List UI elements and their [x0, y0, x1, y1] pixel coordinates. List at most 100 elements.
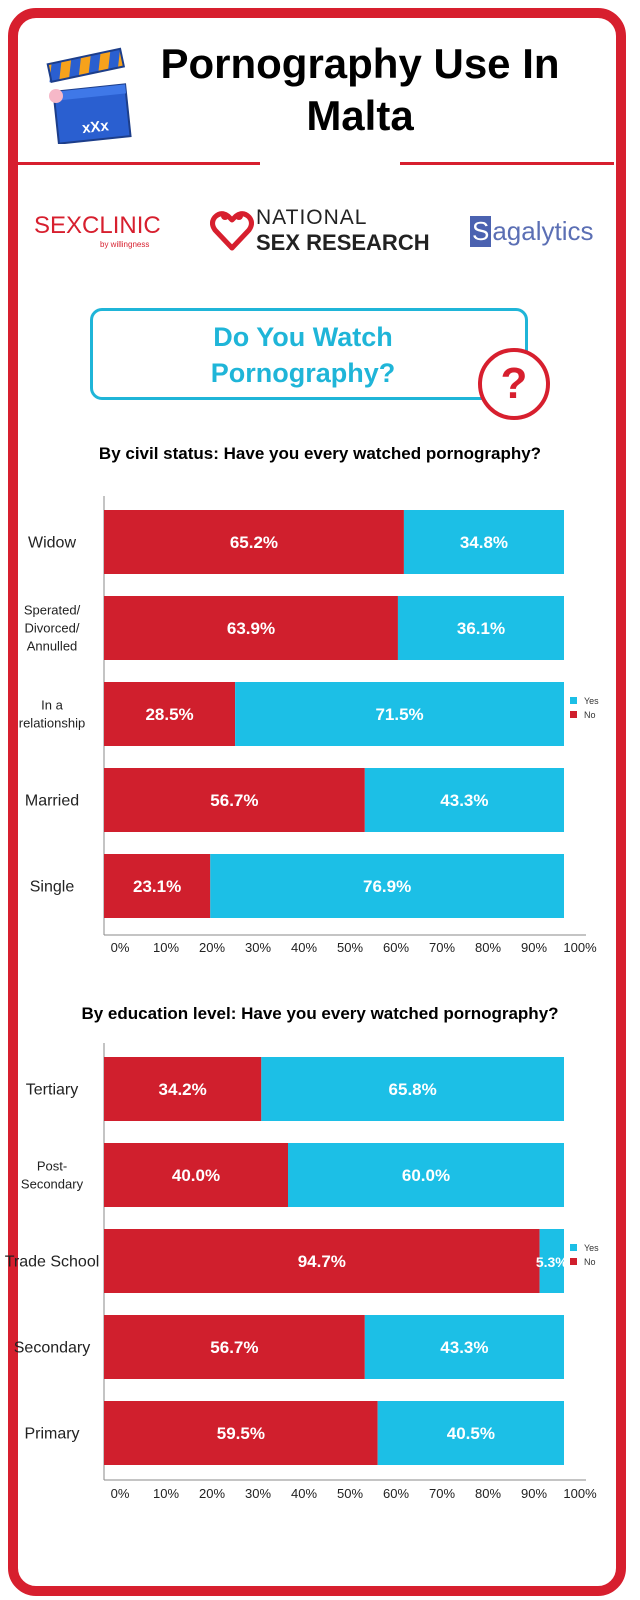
bar-no [104, 1315, 365, 1379]
legend-label-no: No [584, 710, 596, 720]
x-tick-label: 60% [383, 1486, 409, 1501]
nsr-logo-line-2: SEX RESEARCH [256, 230, 430, 255]
nsr-logo-line-1: NATIONAL [256, 206, 368, 229]
category-label: Sperated/Divorced/Annulled [24, 603, 81, 654]
bar-no [104, 596, 398, 660]
header-divider-left [18, 162, 260, 165]
legend-swatch-yes [570, 697, 577, 704]
x-tick-label: 80% [475, 1486, 501, 1501]
question-line-2: Pornography? [210, 358, 396, 388]
category-label: Married [25, 793, 79, 810]
category-label-line: In a [41, 698, 63, 713]
x-tick-label: 90% [521, 1486, 547, 1501]
legend-label-no: No [584, 1257, 596, 1267]
x-tick-label: 90% [521, 940, 547, 955]
x-tick-label: 20% [199, 1486, 225, 1501]
bar-yes [403, 510, 564, 574]
category-label: Tertiary [26, 1082, 78, 1099]
data-label-no: 34.2% [159, 1080, 207, 1099]
data-label-yes: 65.8% [389, 1080, 437, 1099]
x-tick-label: 10% [153, 1486, 179, 1501]
category-label-line: Trade School [5, 1254, 100, 1271]
data-label-no: 28.5% [145, 705, 193, 724]
x-tick-label: 40% [291, 1486, 317, 1501]
data-label-no: 94.7% [298, 1252, 346, 1271]
data-label-yes: 34.8% [460, 533, 508, 552]
category-label-line: Sperated/ [24, 603, 81, 618]
x-tick-label: 0% [111, 1486, 130, 1501]
question-mark-icon: ? [478, 348, 550, 420]
category-label-line: Secondary [14, 1340, 91, 1357]
bar-yes [397, 596, 564, 660]
bar-no [104, 682, 236, 746]
legend-swatch-no [570, 711, 577, 718]
data-label-no: 56.7% [210, 1338, 258, 1357]
category-label-line: Post- [37, 1159, 67, 1174]
x-tick-label: 30% [245, 1486, 271, 1501]
question-box: Do You Watch Pornography? [90, 308, 528, 400]
x-tick-label: 0% [111, 940, 130, 955]
bar-yes [364, 768, 564, 832]
legend-swatch-no [570, 1258, 577, 1265]
data-label-yes: 40.5% [447, 1424, 495, 1443]
category-label: Post- Secondary [21, 1159, 84, 1192]
data-label-no: 56.7% [210, 791, 258, 810]
title-line-2: Malta [306, 92, 414, 139]
sexclinic-logo: SEXCLINIC by willingness [34, 212, 161, 249]
bar-no [104, 854, 211, 918]
x-tick-label: 70% [429, 1486, 455, 1501]
data-label-yes: 5.3% [536, 1254, 568, 1270]
page-title: Pornography Use In Malta [140, 38, 580, 142]
sagalytics-logo-rest: agalytics [492, 216, 594, 246]
category-label-line: Annulled [27, 639, 78, 654]
category-label-line: Secondary [21, 1177, 84, 1192]
data-label-yes: 43.3% [440, 791, 488, 810]
clapperboard-icon: xXx [46, 47, 132, 144]
bar-yes [288, 1143, 564, 1207]
category-label: Trade School [5, 1254, 100, 1271]
x-tick-label: 40% [291, 940, 317, 955]
sexclinic-logo-by: by willingness [100, 240, 150, 249]
category-label: Widow [28, 535, 76, 552]
data-label-no: 65.2% [230, 533, 278, 552]
x-tick-label: 20% [199, 940, 225, 955]
title-line-1: Pornography Use In [160, 40, 560, 87]
clapper-text: xXx [81, 117, 110, 137]
category-label: In a relationship [19, 698, 86, 731]
bar-no [104, 768, 365, 832]
chart-title-civil-status: By civil status: Have you every watched … [98, 444, 542, 463]
x-tick-label: 10% [153, 940, 179, 955]
x-tick-label: 50% [337, 1486, 363, 1501]
data-label-no: 59.5% [217, 1424, 265, 1443]
category-label: Secondary [14, 1340, 91, 1357]
x-tick-label: 70% [429, 940, 455, 955]
bar-yes [539, 1229, 564, 1293]
legend-label-yes: Yes [584, 1243, 599, 1253]
x-tick-label: 100% [563, 940, 597, 955]
data-label-no: 23.1% [133, 877, 181, 896]
chart-title-education: By education level: Have you every watch… [81, 1004, 559, 1023]
bar-yes [377, 1401, 564, 1465]
category-label-line: Divorced/ [25, 621, 80, 636]
data-label-yes: 60.0% [402, 1166, 450, 1185]
category-label: Primary [24, 1426, 79, 1443]
category-label: Single [30, 879, 75, 896]
category-label-line: Married [25, 793, 79, 810]
heart-logo-icon [210, 211, 254, 251]
data-label-yes: 43.3% [440, 1338, 488, 1357]
bar-yes [210, 854, 564, 918]
x-tick-label: 80% [475, 940, 501, 955]
bar-no [104, 1229, 540, 1293]
question-line-1: Do You Watch [213, 322, 393, 352]
category-label-line: Widow [28, 535, 76, 552]
x-tick-label: 50% [337, 940, 363, 955]
bar-no [104, 510, 404, 574]
category-label-line: Tertiary [26, 1082, 78, 1099]
bar-yes [364, 1315, 564, 1379]
header-divider-right [400, 162, 614, 165]
bar-no [104, 1057, 262, 1121]
sexclinic-logo-text: SEXCLINIC [34, 212, 161, 239]
category-label-line: relationship [19, 716, 86, 731]
